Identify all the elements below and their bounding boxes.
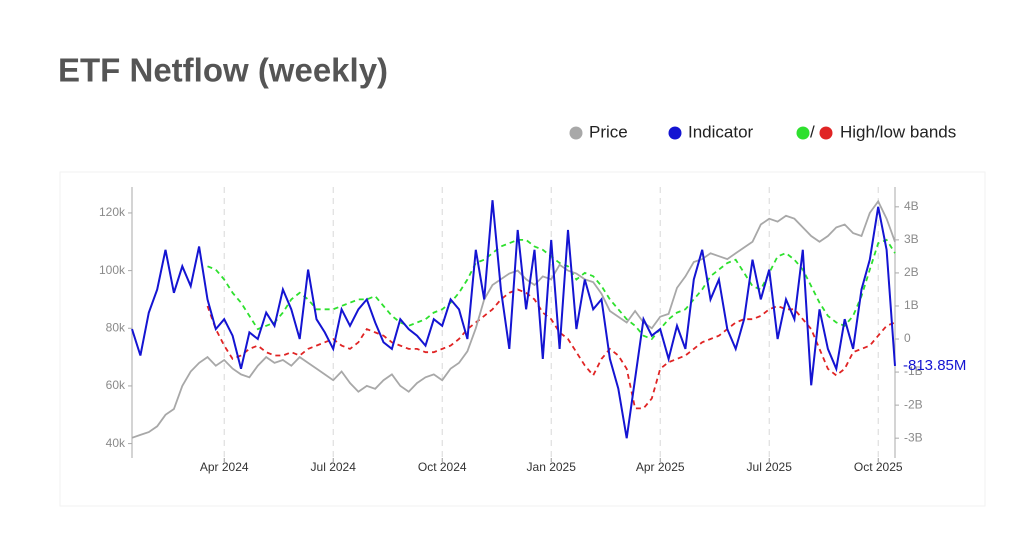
legend-marker [796,126,810,140]
legend-marker [668,126,682,140]
series-line [131,200,896,439]
y-tick-label: 80k [106,320,126,334]
y2-tick-label: -2B [904,397,923,411]
y2-tick-label: -1B [904,364,923,378]
y2-tick-label: 3B [904,232,919,246]
y2-tick-label: 1B [904,298,919,312]
y2-tick-label: -3B [904,430,923,444]
x-tick-label: Jan 2025 [527,460,577,474]
legend-marker [569,126,583,140]
end-value-label: -813.85M [903,357,966,374]
legend-label: Indicator [688,122,754,141]
y2-tick-label: 2B [904,265,919,279]
x-tick-label: Oct 2025 [854,460,903,474]
legend-label: High/low bands [840,122,956,141]
legend-separator: / [810,122,815,141]
y-tick-label: 100k [99,263,126,277]
chart-card [59,171,986,507]
legend-marker [819,126,833,140]
band-high-line [207,238,896,341]
x-tick-label: Oct 2024 [418,460,467,474]
chart-title: ETF Netflow (weekly) [58,52,388,89]
x-tick-label: Apr 2025 [636,460,685,474]
y-tick-label: 40k [106,436,126,450]
x-tick-label: Apr 2024 [200,460,249,474]
y2-tick-label: 0 [904,331,911,345]
band-low-line [206,288,896,410]
y-tick-label: 120k [99,205,126,219]
y2-tick-label: 4B [904,199,919,213]
x-tick-label: Jul 2024 [311,460,357,474]
legend-label: Price [589,122,628,141]
x-tick-label: Jul 2025 [747,460,793,474]
y-tick-label: 60k [106,378,126,392]
series-line [131,199,896,439]
